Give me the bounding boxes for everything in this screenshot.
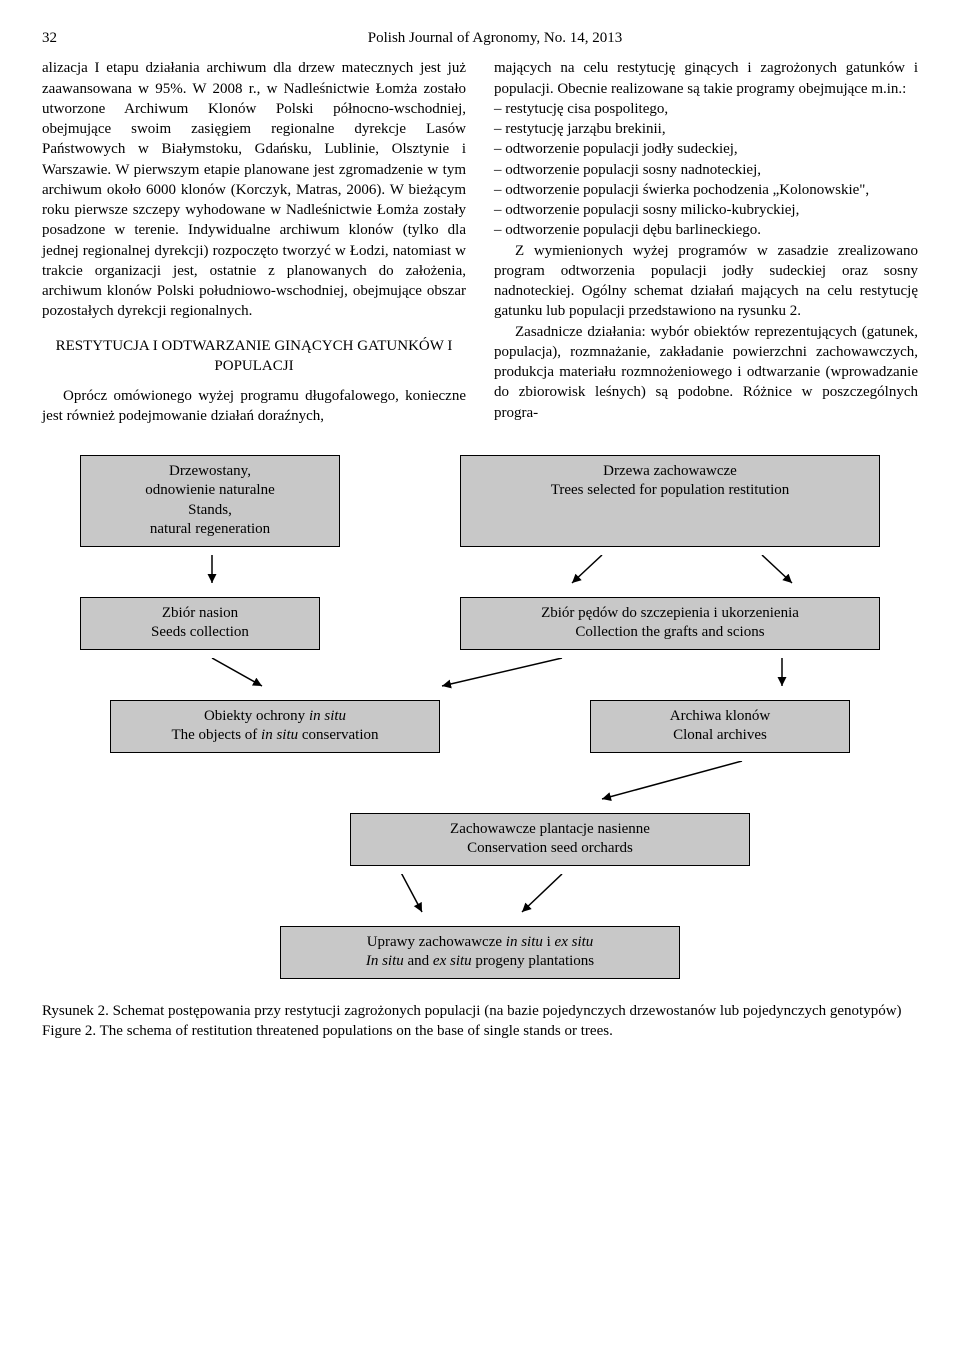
box-pl: Zbiór pędów do szczepienia i ukorzenieni…: [541, 605, 799, 621]
figure-caption: Rysunek 2. Schemat postępowania przy res…: [42, 1001, 918, 1042]
left-p2: Oprócz omówionego wyżej programu długofa…: [42, 386, 466, 427]
box-insitu-objects: Obiekty ochrony in situ The objects of i…: [110, 700, 440, 753]
box-en: Clonal archives: [673, 727, 767, 743]
bullet-item: odtworzenie populacji świerka pochodzeni…: [494, 180, 918, 200]
arrow-svg: [42, 761, 918, 805]
caption-en: Figure 2. The schema of restitution thre…: [42, 1021, 918, 1041]
page-header: 32 Polish Journal of Agronomy, No. 14, 2…: [42, 28, 918, 48]
box-progeny-plantations: Uprawy zachowawcze in situ i ex situ In …: [280, 926, 680, 979]
bullet-item: odtworzenie populacji sosny nadnoteckiej…: [494, 160, 918, 180]
bullet-item: restytucję jarząbu brekinii,: [494, 119, 918, 139]
box-seed-orchards: Zachowawcze plantacje nasienne Conservat…: [350, 813, 750, 866]
flowchart: Drzewostany,odnowienie naturalne Stands,…: [42, 455, 918, 979]
journal-title: Polish Journal of Agronomy, No. 14, 2013: [72, 28, 918, 48]
arrow-svg: [42, 658, 918, 692]
box-trees-selected: Drzewa zachowawcze Trees selected for po…: [460, 455, 880, 547]
left-p1: alizacja I etapu działania archiwum dla …: [42, 58, 466, 321]
bullet-item: odtworzenie populacji sosny milicko-kubr…: [494, 200, 918, 220]
box-clonal-archives: Archiwa klonów Clonal archives: [590, 700, 850, 753]
box-en: Stands,natural regeneration: [150, 502, 270, 538]
box-pl: Obiekty ochrony in situ: [204, 708, 346, 724]
bullet-item: restytucję cisa pospolitego,: [494, 99, 918, 119]
box-pl: Archiwa klonów: [670, 708, 770, 724]
box-en: Collection the grafts and scions: [575, 624, 764, 640]
box-en: Seeds collection: [151, 624, 249, 640]
box-en: Conservation seed orchards: [467, 840, 633, 856]
box-pl: Drzewa zachowawcze: [603, 463, 737, 479]
bullet-item: odtworzenie populacji jodły sudeckiej,: [494, 139, 918, 159]
box-en: Trees selected for population restitutio…: [551, 482, 790, 498]
bullet-list: restytucję cisa pospolitego, restytucję …: [494, 99, 918, 241]
right-p1: mających na celu restytucję ginących i z…: [494, 58, 918, 99]
box-grafts: Zbiór pędów do szczepienia i ukorzenieni…: [460, 597, 880, 650]
page-number: 32: [42, 28, 72, 48]
right-p3: Zasadnicze działania: wybór obiektów rep…: [494, 322, 918, 423]
box-pl: Uprawy zachowawcze in situ i ex situ: [367, 934, 594, 950]
section-heading: RESTYTUCJA I ODTWARZANIE GINĄCYCH GATUNK…: [42, 336, 466, 377]
arrow-svg: [42, 555, 918, 589]
bullet-item: odtworzenie populacji dębu barlineckiego…: [494, 220, 918, 240]
caption-pl: Rysunek 2. Schemat postępowania przy res…: [42, 1001, 918, 1021]
box-pl: Zbiór nasion: [162, 605, 238, 621]
box-pl: Drzewostany,odnowienie naturalne: [145, 463, 275, 499]
box-en: The objects of in situ conservation: [171, 727, 378, 743]
box-stands: Drzewostany,odnowienie naturalne Stands,…: [80, 455, 340, 547]
body-columns: alizacja I etapu działania archiwum dla …: [42, 58, 918, 426]
box-pl: Zachowawcze plantacje nasienne: [450, 821, 650, 837]
box-seeds: Zbiór nasion Seeds collection: [80, 597, 320, 650]
box-en: In situ and ex situ progeny plantations: [366, 953, 594, 969]
right-p2: Z wymienionych wyżej programów w zasadzi…: [494, 241, 918, 322]
arrow-svg: [42, 874, 918, 918]
